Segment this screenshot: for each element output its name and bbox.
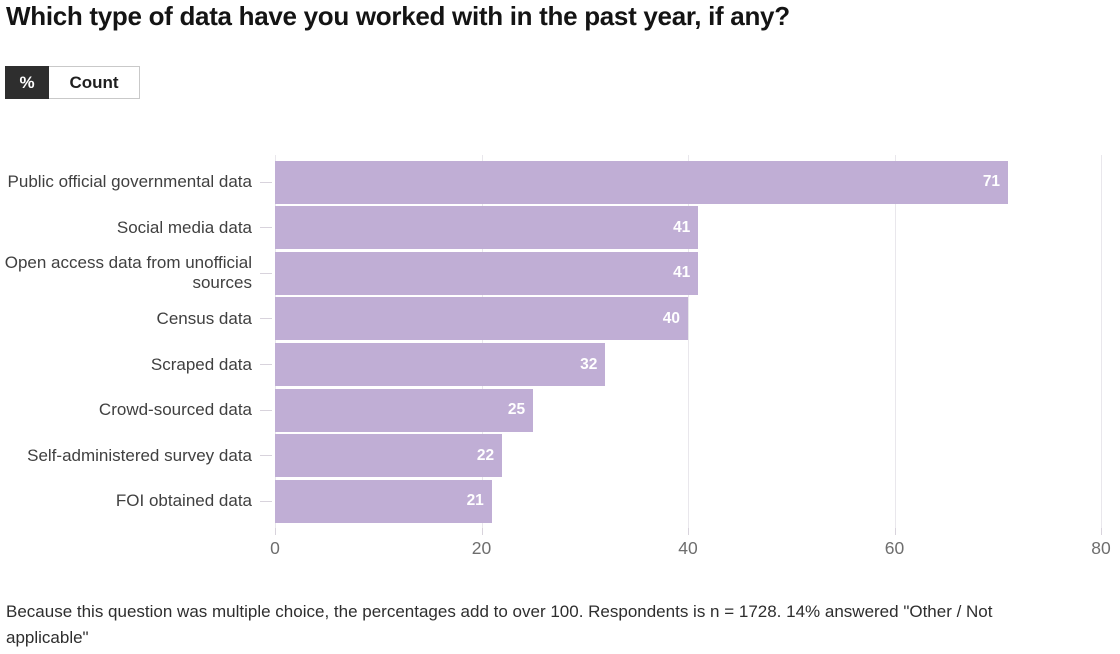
x-axis-tick-label: 80 bbox=[1091, 538, 1111, 558]
toggle-count-button[interactable]: Count bbox=[49, 67, 139, 98]
bar-value-label: 41 bbox=[673, 218, 691, 236]
category-tick bbox=[260, 272, 272, 274]
category-tick bbox=[260, 181, 272, 183]
bar-row: FOI obtained data 21 bbox=[0, 479, 1120, 523]
bar-value-label: 22 bbox=[476, 446, 495, 464]
bar[interactable]: 41 bbox=[275, 206, 699, 250]
category-tick bbox=[260, 455, 272, 457]
x-axis-tick-label: 40 bbox=[678, 538, 698, 558]
category-label: FOI obtained data bbox=[115, 491, 252, 511]
bar-value-label: 40 bbox=[662, 309, 680, 327]
axis-tick bbox=[688, 528, 689, 535]
bar-row: Census data 40 bbox=[0, 297, 1120, 341]
category-tick bbox=[260, 364, 272, 365]
bar-row: Public official governmental data 71 bbox=[0, 160, 1120, 204]
footnote: Because this question was multiple choic… bbox=[6, 602, 993, 647]
category-label: Scraped data bbox=[150, 354, 252, 374]
percent-count-toggle: % Count bbox=[5, 66, 140, 99]
bar[interactable]: 25 bbox=[275, 388, 534, 432]
bar[interactable]: 22 bbox=[275, 434, 503, 478]
category-label: Open access data from unofficial sources bbox=[4, 253, 252, 293]
x-axis-tick-label: 0 bbox=[270, 538, 280, 558]
axis-tick bbox=[481, 528, 483, 535]
category-tick bbox=[260, 318, 272, 320]
category-label: Census data bbox=[156, 308, 252, 328]
bar-row: Self-administered survey data 22 bbox=[0, 434, 1120, 478]
gridline bbox=[1101, 155, 1102, 528]
category-label: Public official governmental data bbox=[7, 172, 252, 191]
category-tick bbox=[260, 227, 272, 229]
bar-row: Scraped data 32 bbox=[0, 343, 1120, 386]
axis-tick bbox=[275, 528, 276, 535]
x-axis-tick-label: 20 bbox=[471, 538, 492, 558]
gridline bbox=[275, 155, 276, 528]
bar-value-label: 25 bbox=[507, 401, 526, 419]
bar-value-label: 71 bbox=[982, 173, 1001, 190]
bar-row: Crowd-sourced data 25 bbox=[0, 388, 1120, 432]
bar[interactable]: 71 bbox=[275, 160, 1009, 204]
category-label: Social media data bbox=[116, 217, 252, 237]
category-label: Crowd-sourced data bbox=[98, 400, 252, 420]
category-tick bbox=[260, 500, 272, 502]
axis-tick bbox=[1101, 528, 1102, 535]
category-tick bbox=[260, 409, 272, 411]
axis-tick bbox=[894, 528, 896, 535]
bar[interactable]: 41 bbox=[275, 251, 699, 295]
category-label: Self-administered survey data bbox=[27, 445, 252, 465]
bar-row: Social media data 41 bbox=[0, 206, 1120, 250]
bar-value-label: 32 bbox=[580, 355, 598, 373]
bar-value-label: 21 bbox=[466, 492, 484, 510]
bar-row: Open access data from unofficial sources… bbox=[0, 251, 1120, 295]
bar[interactable]: 32 bbox=[275, 343, 606, 386]
gridline bbox=[894, 155, 896, 528]
page-title: Which type of data have you worked with … bbox=[6, 1, 790, 31]
gridline bbox=[481, 155, 483, 528]
gridline bbox=[688, 155, 689, 528]
bar[interactable]: 21 bbox=[275, 479, 492, 523]
bar-chart: Public official governmental data 71 Socia… bbox=[0, 155, 1120, 575]
bar[interactable]: 40 bbox=[275, 297, 688, 341]
x-axis-tick-label: 60 bbox=[884, 538, 905, 558]
toggle-percent-button[interactable]: % bbox=[5, 66, 49, 99]
bar-value-label: 41 bbox=[673, 264, 691, 282]
